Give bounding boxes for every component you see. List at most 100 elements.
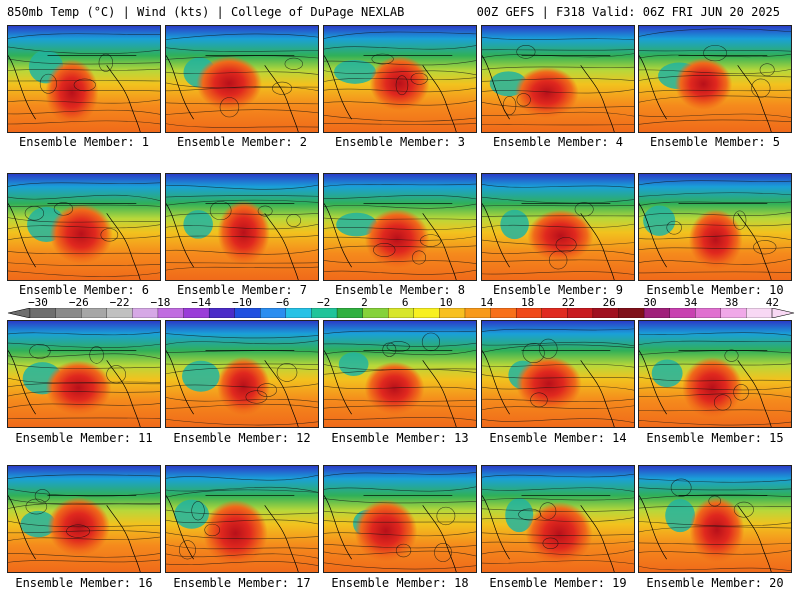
ensemble-panel	[7, 465, 161, 573]
ensemble-panel	[7, 320, 161, 428]
colorbar-swatch	[567, 308, 594, 318]
colorbar-tick-label: 18	[520, 296, 535, 309]
colorbar-swatch	[183, 308, 210, 318]
colorbar-swatch	[336, 308, 364, 318]
colorbar-tick-label: −2	[316, 296, 331, 309]
ensemble-panel	[323, 465, 477, 573]
temperature-map	[482, 321, 634, 427]
ensemble-panel	[481, 465, 635, 573]
colorbar-swatch	[515, 308, 543, 318]
colorbar-tick-label: 34	[684, 296, 698, 309]
colorbar-swatch	[81, 308, 108, 318]
colorbar-swatch	[55, 308, 82, 318]
colorbar-swatch	[464, 308, 492, 318]
ensemble-panel	[638, 465, 792, 573]
temperature-map	[482, 174, 634, 280]
colorbar-tick-label: −10	[232, 296, 252, 309]
colorbar-swatch	[413, 308, 440, 318]
ensemble-panel	[638, 173, 792, 281]
colorbar-tick-label: −18	[150, 296, 171, 309]
colorbar-swatch	[490, 308, 517, 318]
colorbar-swatch	[208, 308, 236, 318]
colorbar-tick-label: −6	[276, 296, 290, 309]
temperature-map	[324, 321, 476, 427]
ensemble-member-label: Ensemble Member: 6	[18, 283, 150, 297]
colorbar-swatch	[132, 308, 159, 318]
header-run-info: 00Z GEFS | F318 Valid: 06Z FRI JUN 20 20…	[476, 5, 780, 19]
colorbar-swatch	[157, 308, 184, 318]
colorbar-swatch	[285, 308, 312, 318]
colorbar-max-arrow	[771, 308, 795, 318]
temperature-map	[639, 174, 791, 280]
ensemble-panel	[323, 173, 477, 281]
ensemble-panel	[165, 173, 319, 281]
header: 850mb Temp (°C) | Wind (kts) | College o…	[0, 0, 800, 24]
ensemble-member-label: Ensemble Member: 13	[331, 431, 469, 445]
ensemble-panel	[481, 173, 635, 281]
colorbar-tick-label: 38	[724, 296, 739, 309]
colorbar-scale	[7, 308, 795, 318]
colorbar-tick-label: 10	[439, 296, 453, 309]
ensemble-member-label: Ensemble Member: 4	[492, 135, 624, 149]
colorbar-swatch	[746, 308, 773, 318]
temperature-map	[166, 26, 318, 132]
ensemble-member-label: Ensemble Member: 5	[649, 135, 781, 149]
colorbar-swatch	[643, 308, 671, 318]
temperature-map	[639, 26, 791, 132]
colorbar-tick-label: 14	[480, 296, 494, 309]
colorbar-swatch	[29, 308, 57, 318]
colorbar-swatch	[260, 308, 287, 318]
ensemble-member-label: Ensemble Member: 8	[334, 283, 466, 297]
ensemble-member-label: Ensemble Member: 7	[176, 283, 308, 297]
header-title: 850mb Temp (°C) | Wind (kts) | College o…	[7, 5, 405, 19]
ensemble-member-label: Ensemble Member: 12	[173, 431, 311, 445]
temperature-map	[166, 466, 318, 572]
colorbar-tick-label: 26	[602, 296, 616, 309]
ensemble-panel	[165, 320, 319, 428]
temperature-map	[8, 174, 160, 280]
colorbar-tick-label: −14	[191, 296, 212, 309]
ensemble-member-label: Ensemble Member: 15	[646, 431, 784, 445]
colorbar-swatch	[439, 308, 466, 318]
colorbar-swatch	[592, 308, 619, 318]
colorbar-swatch	[388, 308, 415, 318]
temperature-map	[8, 466, 160, 572]
ensemble-panel	[481, 320, 635, 428]
ensemble-panel	[481, 25, 635, 133]
ensemble-member-label: Ensemble Member: 20	[646, 576, 784, 590]
ensemble-panel	[323, 320, 477, 428]
colorbar-tick-label: 22	[561, 296, 576, 309]
colorbar-swatch	[311, 308, 338, 318]
colorbar-swatch	[234, 308, 261, 318]
colorbar-swatch	[362, 308, 389, 318]
colorbar-tick-label: −22	[109, 296, 130, 309]
ensemble-member-label: Ensemble Member: 11	[15, 431, 153, 445]
ensemble-member-label: Ensemble Member: 10	[646, 283, 784, 297]
colorbar-swatch	[669, 308, 696, 318]
colorbar-tick-label: −30	[28, 296, 48, 309]
colorbar-tick-label: −26	[68, 296, 89, 309]
colorbar-tick-label: 2	[361, 296, 368, 309]
temperature-map	[324, 174, 476, 280]
ensemble-panel	[165, 25, 319, 133]
colorbar-swatch	[720, 308, 747, 318]
colorbar-tick-label: 6	[401, 296, 409, 309]
ensemble-member-label: Ensemble Member: 2	[176, 135, 308, 149]
colorbar-min-arrow	[7, 308, 31, 318]
ensemble-member-label: Ensemble Member: 3	[334, 135, 466, 149]
ensemble-panel	[165, 465, 319, 573]
ensemble-panel	[638, 320, 792, 428]
colorbar-tick-label: 30	[643, 296, 657, 309]
temperature-map	[8, 321, 160, 427]
ensemble-panel	[638, 25, 792, 133]
ensemble-panel	[7, 173, 161, 281]
temperature-map	[324, 26, 476, 132]
temperature-map	[8, 26, 160, 132]
ensemble-panel	[323, 25, 477, 133]
ensemble-member-label: Ensemble Member: 17	[173, 576, 311, 590]
colorbar-tick-label: 42	[765, 296, 780, 309]
temperature-map	[166, 174, 318, 280]
ensemble-member-label: Ensemble Member: 9	[492, 283, 624, 297]
temperature-map	[639, 321, 791, 427]
